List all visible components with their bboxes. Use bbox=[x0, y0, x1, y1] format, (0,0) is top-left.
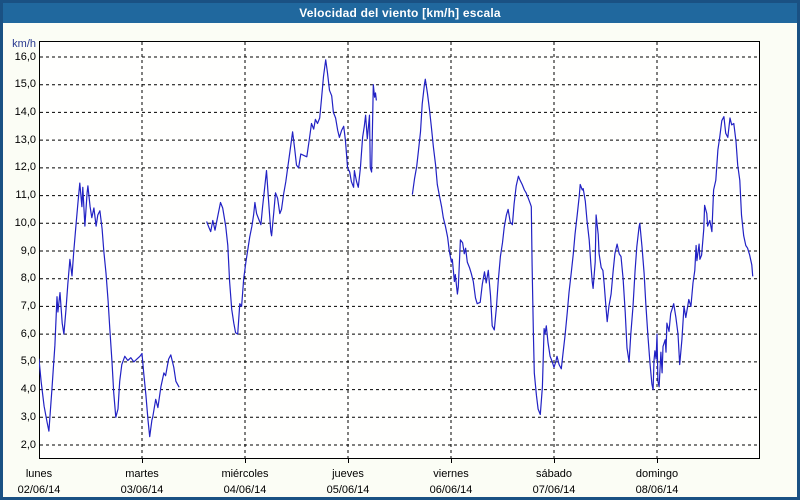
x-day-name-label: jueves bbox=[332, 468, 364, 480]
x-date-label: 04/06/14 bbox=[223, 484, 267, 496]
y-tick-label: 12,0 bbox=[14, 161, 36, 174]
x-day-name-label: martes bbox=[125, 468, 159, 480]
wind-speed-series bbox=[411, 78, 754, 416]
y-tick-label: 15,0 bbox=[14, 78, 36, 91]
y-tick-label: 10,0 bbox=[14, 216, 36, 229]
x-axis-tick bbox=[451, 459, 452, 463]
y-tick-label: 14,0 bbox=[14, 105, 36, 118]
y-tick-label: 4,0 bbox=[20, 383, 36, 396]
plot-area bbox=[38, 41, 760, 459]
x-day-name-label: sábado bbox=[535, 468, 573, 480]
y-tick-label: 8,0 bbox=[20, 272, 36, 285]
x-axis-tick bbox=[142, 459, 143, 463]
x-date-label: 06/06/14 bbox=[429, 484, 473, 496]
x-date-label: 05/06/14 bbox=[326, 484, 370, 496]
x-axis-tick bbox=[554, 459, 555, 463]
x-date-label: 08/06/14 bbox=[635, 484, 679, 496]
y-axis-unit-label: km/h bbox=[12, 38, 36, 50]
x-axis-tick bbox=[348, 459, 349, 463]
wind-speed-series bbox=[38, 182, 180, 438]
y-tick-label: 5,0 bbox=[20, 355, 36, 368]
wind-speed-line-chart bbox=[38, 41, 760, 459]
x-day-name-label: lunes bbox=[25, 468, 53, 480]
y-tick-label: 16,0 bbox=[14, 50, 36, 63]
chart-title-bar: Velocidad del viento [km/h] escala bbox=[3, 3, 797, 23]
y-tick-label: 11,0 bbox=[15, 189, 36, 202]
chart-title: Velocidad del viento [km/h] escala bbox=[299, 6, 501, 20]
x-day-name-label: miércoles bbox=[221, 468, 269, 480]
plot-border bbox=[39, 41, 760, 459]
x-date-label: 07/06/14 bbox=[532, 484, 576, 496]
y-tick-label: 2,0 bbox=[20, 438, 36, 451]
x-day-name-label: domingo bbox=[635, 468, 679, 480]
x-date-label: 02/06/14 bbox=[17, 484, 61, 496]
y-tick-label: 3,0 bbox=[20, 410, 36, 423]
x-axis-tick bbox=[245, 459, 246, 463]
y-tick-label: 13,0 bbox=[14, 133, 36, 146]
y-tick-label: 6,0 bbox=[20, 327, 36, 340]
x-date-label: 03/06/14 bbox=[120, 484, 164, 496]
wind-speed-series bbox=[206, 59, 377, 335]
x-day-name-label: viernes bbox=[433, 468, 469, 480]
y-tick-label: 7,0 bbox=[20, 299, 36, 312]
x-axis-tick bbox=[657, 459, 658, 463]
y-tick-label: 9,0 bbox=[20, 244, 36, 257]
